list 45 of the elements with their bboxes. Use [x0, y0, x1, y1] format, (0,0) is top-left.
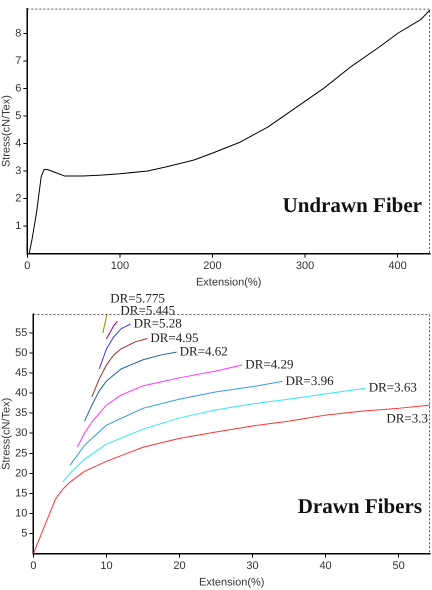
y-tick-label: 55 — [15, 326, 28, 339]
x-tick-label: 100 — [110, 260, 130, 272]
y-tick-label: 10 — [15, 507, 28, 520]
y-tick-label: 20 — [15, 467, 28, 480]
y-tick-label: 7 — [15, 54, 22, 67]
x-tick-label: 30 — [246, 560, 259, 572]
x-tick-label: 20 — [173, 560, 186, 572]
x-axis-title: Extension(%) — [196, 276, 262, 288]
y-axis-title: Stress(cN/Tex) — [0, 95, 13, 168]
series-label: DR=4.95 — [150, 330, 199, 345]
y-tick-label: 30 — [15, 427, 28, 440]
x-axis-title: Extension(%) — [199, 576, 264, 588]
y-tick-label: 5 — [21, 528, 28, 540]
y-tick-label: 2 — [15, 192, 22, 205]
x-tick-label: 40 — [319, 560, 332, 572]
series-label: DR=4.29 — [245, 356, 294, 372]
y-tick-label: 25 — [15, 447, 28, 460]
x-tick-label: 0 — [24, 260, 30, 272]
annotation: Undrawn Fiber — [282, 192, 422, 217]
y-tick-label: 35 — [15, 407, 28, 420]
series-label: DR=3.96 — [285, 372, 334, 388]
x-tick-label: 400 — [388, 260, 407, 272]
y-tick-label: 6 — [15, 82, 22, 94]
y-tick-label: 50 — [15, 346, 28, 359]
x-tick-label: 0 — [30, 560, 36, 572]
y-tick-label: 4 — [15, 138, 22, 150]
x-tick-label: 10 — [100, 560, 113, 572]
x-tick-label: 300 — [296, 260, 314, 272]
series-label: DR=5.775 — [110, 290, 165, 306]
series-label: DR=5.28 — [134, 315, 182, 330]
series-label: DR=3.63 — [368, 380, 417, 395]
series-label: DR=3.3 — [386, 410, 428, 426]
x-tick-label: 200 — [203, 260, 222, 272]
series-label: DR=5.445 — [120, 302, 176, 318]
y-tick-label: 1 — [15, 220, 22, 232]
annotation: Drawn Fibers — [298, 494, 422, 518]
x-tick-label: 50 — [392, 560, 405, 572]
y-tick-label: 40 — [15, 387, 28, 400]
y-tick-label: 5 — [15, 110, 22, 122]
y-tick-label: 8 — [15, 27, 22, 40]
y-tick-label: 15 — [15, 487, 28, 500]
y-axis-title: Stress(cN/Tex) — [0, 398, 13, 470]
y-tick-label: 3 — [15, 165, 22, 178]
y-tick-label: 45 — [15, 367, 28, 380]
series-label: DR=4.62 — [180, 344, 228, 359]
